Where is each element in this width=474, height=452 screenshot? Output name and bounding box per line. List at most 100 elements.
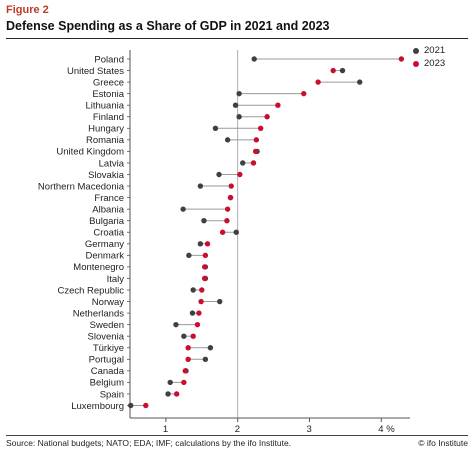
category-label-bulgaria: Bulgaria bbox=[89, 216, 125, 227]
bottom-rule bbox=[6, 435, 468, 436]
dot-2023-france bbox=[227, 194, 234, 201]
category-label-greece: Greece bbox=[93, 77, 124, 88]
legend-item-2023: 2023 bbox=[413, 57, 445, 70]
dot-2023-belgium bbox=[181, 379, 187, 386]
dot-2023-greece bbox=[315, 79, 321, 85]
dot-2023-montenegro bbox=[201, 264, 208, 270]
dot-2023-denmark bbox=[202, 252, 209, 259]
dot-2023-latvia bbox=[250, 160, 257, 166]
x-tick-label-3: 3 bbox=[306, 424, 311, 435]
category-label-romania: Romania bbox=[86, 135, 125, 146]
dot-2023-slovenia bbox=[190, 333, 196, 339]
dot-2023-northern-macedonia bbox=[228, 183, 234, 189]
category-label-poland: Poland bbox=[94, 54, 124, 65]
category-label-hungary: Hungary bbox=[88, 124, 124, 135]
category-label-czech-republic: Czech Republic bbox=[57, 285, 124, 296]
dot-2021-poland bbox=[251, 56, 257, 62]
dot-2021-slovakia bbox=[216, 171, 222, 178]
dot-2023-united-states bbox=[330, 67, 336, 74]
legend: 2021 2023 bbox=[413, 44, 445, 70]
dot-2023-estonia bbox=[301, 90, 307, 97]
category-label-finland: Finland bbox=[93, 112, 124, 123]
dot-2023-poland bbox=[398, 56, 405, 62]
category-label-montenegro: Montenegro bbox=[73, 262, 124, 273]
x-tick-label-1: 1 bbox=[163, 424, 168, 435]
dot-2021-denmark bbox=[186, 252, 192, 259]
category-label-norway: Norway bbox=[92, 297, 124, 308]
category-label-netherlands: Netherlands bbox=[73, 308, 124, 319]
dot-2021-lithuania bbox=[232, 102, 239, 108]
brand-credit: © ifo Institute bbox=[418, 438, 468, 448]
dot-2023-romania bbox=[253, 137, 260, 143]
dot-2021-hungary bbox=[212, 125, 219, 131]
dot-2023-lithuania bbox=[275, 102, 281, 108]
category-label-slovakia: Slovakia bbox=[88, 170, 125, 181]
dot-2023-luxembourg bbox=[143, 402, 149, 409]
top-rule bbox=[6, 38, 468, 39]
category-label-luxembourg: Luxembourg bbox=[71, 401, 124, 412]
dot-2021-bulgaria bbox=[201, 218, 207, 224]
x-tick-label-4: 4 % bbox=[378, 424, 395, 435]
dot-2023-t-rkiye bbox=[185, 345, 191, 351]
category-label-germany: Germany bbox=[85, 239, 124, 250]
dot-2021-latvia bbox=[240, 160, 246, 166]
category-label-latvia: Latvia bbox=[99, 158, 125, 169]
category-label-sweden: Sweden bbox=[90, 320, 124, 331]
legend-label-2021: 2021 bbox=[424, 45, 446, 56]
category-label-t-rkiye: Türkiye bbox=[93, 343, 124, 354]
category-label-belgium: Belgium bbox=[90, 378, 124, 389]
category-label-croatia: Croatia bbox=[93, 228, 124, 239]
dot-2023-netherlands bbox=[196, 310, 202, 316]
category-label-northern-macedonia: Northern Macedonia bbox=[38, 181, 125, 192]
dot-2023-norway bbox=[198, 298, 204, 305]
dot-2023-spain bbox=[173, 391, 180, 397]
dot-2021-croatia bbox=[233, 229, 239, 235]
dot-2023-croatia bbox=[219, 229, 226, 235]
dot-2023-finland bbox=[264, 114, 270, 120]
dot-2023-hungary bbox=[257, 125, 264, 131]
dot-2023-united-kingdom bbox=[252, 148, 259, 155]
dot-2023-canada bbox=[182, 368, 188, 374]
category-label-united-kingdom: United Kingdom bbox=[56, 147, 124, 158]
dot-2021-estonia bbox=[236, 90, 242, 97]
dot-2021-sweden bbox=[173, 321, 179, 328]
dot-2021-romania bbox=[224, 137, 231, 143]
dot-2021-finland bbox=[236, 114, 242, 120]
dot-2023-germany bbox=[204, 241, 211, 247]
dot-2021-t-rkiye bbox=[207, 345, 214, 351]
category-label-slovenia: Slovenia bbox=[88, 332, 125, 343]
figure-label: Figure 2 bbox=[6, 4, 49, 16]
category-label-spain: Spain bbox=[100, 389, 124, 400]
dot-2023-slovakia bbox=[237, 171, 243, 178]
category-label-france: France bbox=[94, 193, 124, 204]
category-label-albania: Albania bbox=[92, 204, 124, 215]
dot-2021-portugal bbox=[202, 356, 209, 362]
legend-dot-2021 bbox=[413, 47, 419, 54]
dot-2023-albania bbox=[224, 206, 231, 212]
dot-2021-norway bbox=[217, 298, 223, 305]
dot-2021-netherlands bbox=[189, 310, 196, 316]
category-label-lithuania: Lithuania bbox=[85, 101, 124, 112]
source-note: Source: National budgets; NATO; EDA; IMF… bbox=[6, 438, 292, 448]
dot-2023-portugal bbox=[185, 356, 191, 362]
dot-2021-slovenia bbox=[181, 333, 187, 339]
category-label-denmark: Denmark bbox=[85, 251, 124, 262]
chart-title: Defense Spending as a Share of GDP in 20… bbox=[6, 19, 330, 33]
dot-2021-greece bbox=[357, 79, 363, 85]
dot-2021-belgium bbox=[167, 379, 173, 386]
dot-2023-bulgaria bbox=[224, 218, 230, 224]
category-label-united-states: United States bbox=[67, 66, 124, 77]
dot-2021-luxembourg bbox=[128, 402, 134, 409]
dot-2021-spain bbox=[165, 391, 171, 397]
dot-2021-albania bbox=[180, 206, 186, 212]
legend-item-2021: 2021 bbox=[413, 44, 445, 57]
dot-2021-germany bbox=[197, 241, 204, 247]
category-label-portugal: Portugal bbox=[89, 355, 124, 366]
category-label-italy: Italy bbox=[107, 274, 125, 285]
dot-2021-czech-republic bbox=[190, 287, 196, 293]
dot-2023-czech-republic bbox=[199, 287, 205, 293]
dot-2023-italy bbox=[201, 275, 208, 282]
category-label-canada: Canada bbox=[91, 366, 125, 377]
dot-2021-northern-macedonia bbox=[197, 183, 204, 189]
